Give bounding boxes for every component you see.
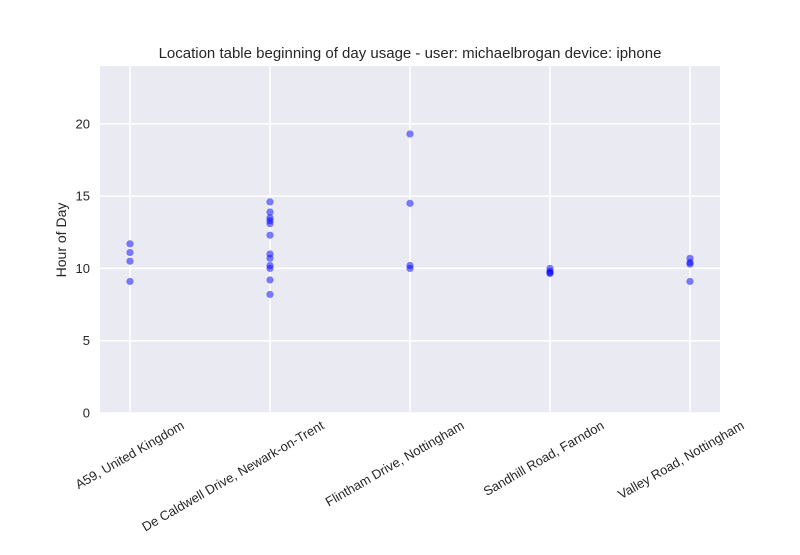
data-point [266,290,274,299]
data-points [126,130,694,299]
data-point [126,277,134,286]
data-point [266,231,274,239]
data-point [126,248,134,257]
y-axis-ticks: 0 5 10 15 20 [76,116,90,420]
data-point [266,219,274,228]
data-point [406,264,414,273]
y-tick-label: 15 [76,189,90,204]
chart-title: Location table beginning of day usage - … [159,45,662,62]
data-point [266,208,274,216]
y-tick-label: 5 [83,333,90,348]
data-point [686,260,694,268]
data-point [686,277,694,286]
y-tick-label: 20 [76,116,90,131]
data-point [546,269,554,278]
y-tick-label: 0 [83,406,90,421]
data-point [266,198,274,206]
data-point [126,240,134,248]
y-axis-label: Hour of Day [53,203,69,278]
y-tick-label: 10 [76,261,90,276]
data-point [266,254,274,262]
data-point [266,264,274,273]
data-point [406,199,414,207]
data-point [266,276,274,284]
data-point [126,257,134,265]
data-point [406,130,414,138]
